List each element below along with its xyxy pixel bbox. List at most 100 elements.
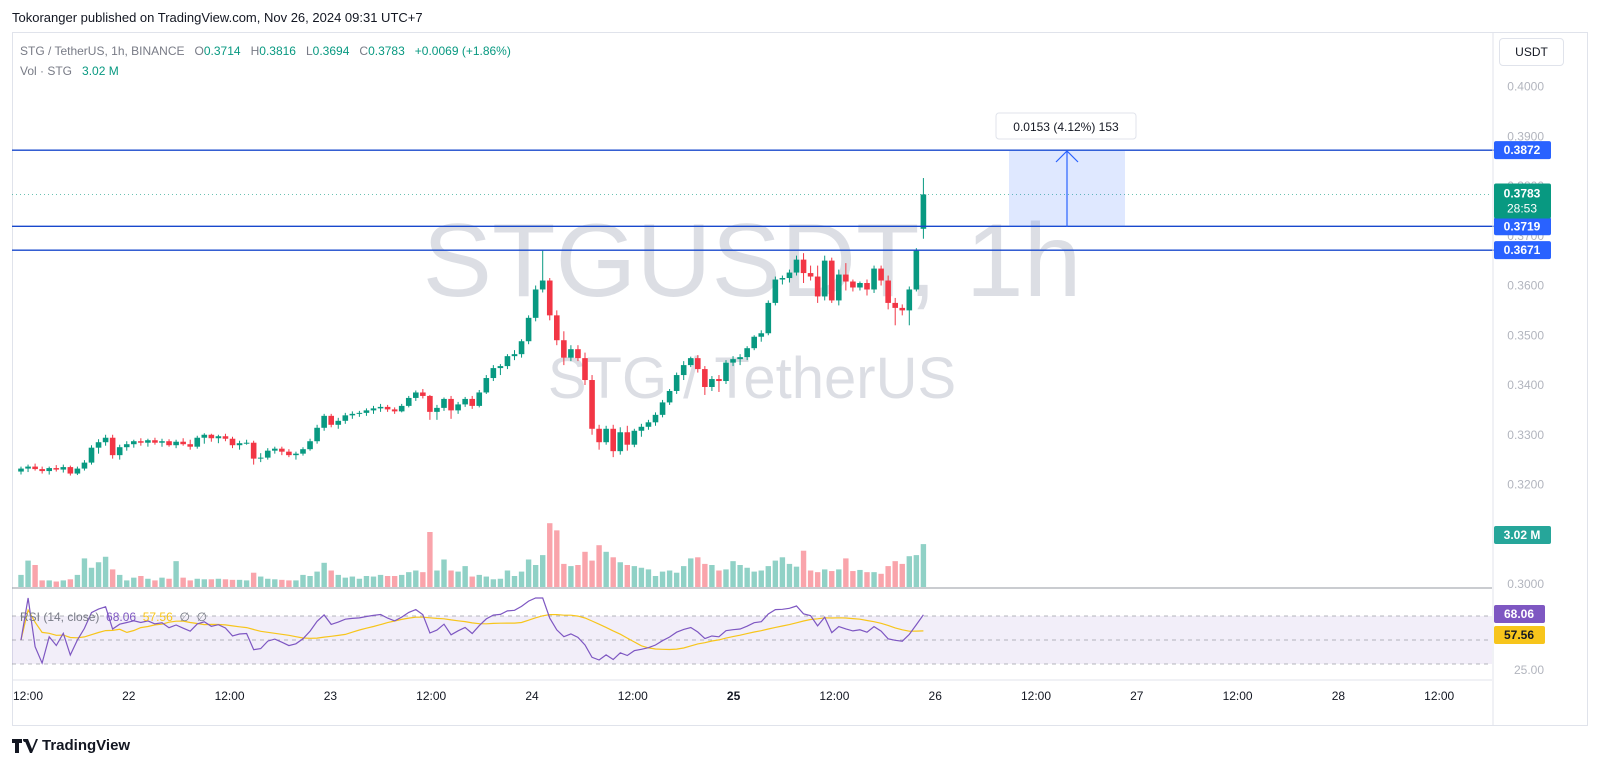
candle-body <box>885 280 891 303</box>
volume-bar <box>582 551 588 587</box>
candle-body <box>532 289 539 318</box>
candle-body <box>800 259 807 274</box>
volume-bar <box>95 562 102 587</box>
volume-bar <box>335 574 341 587</box>
candle-body <box>871 268 877 290</box>
candle-body <box>828 260 835 301</box>
time-tick: 24 <box>525 689 539 703</box>
volume-bar <box>659 571 666 587</box>
measure-arrow-head <box>1055 150 1079 163</box>
volume-bar <box>850 571 856 587</box>
volume-bar <box>145 578 151 587</box>
candle-body <box>60 467 67 470</box>
volume-bar <box>18 574 24 587</box>
candle-body <box>145 440 151 443</box>
price-tick: 0.3300 <box>1507 428 1544 442</box>
volume-bar <box>695 557 701 587</box>
candle-body <box>342 415 349 421</box>
candle-body <box>843 274 849 282</box>
time-tick: 22 <box>122 689 136 703</box>
volume-value: 3.02 M <box>82 64 119 78</box>
volume-bar <box>39 580 45 587</box>
candle-body <box>307 441 313 450</box>
volume-bar <box>751 571 757 587</box>
candles <box>12 178 1492 476</box>
volume-bar <box>265 578 271 587</box>
volume-bar <box>117 574 123 587</box>
tradingview-logo[interactable]: TradingView <box>12 737 130 754</box>
volume-bar <box>878 573 884 587</box>
candle-body <box>384 406 391 410</box>
candle-body <box>546 280 553 316</box>
candle-body <box>702 369 708 387</box>
price-tick: 0.3900 <box>1507 129 1544 143</box>
rsi-legend: RSI (14, close) 68.06 57.56 ∅ ∅ <box>20 610 207 624</box>
candle-body <box>695 358 701 370</box>
time-tick: 12:00 <box>13 689 43 703</box>
candle-body <box>737 357 743 360</box>
volume-bar <box>370 576 377 587</box>
measure-label: 0.0153 (4.12%) 153 <box>1013 120 1119 134</box>
volume-bar <box>483 576 489 587</box>
candle-body <box>617 432 624 452</box>
candle-body <box>807 273 814 277</box>
candle-body <box>391 409 398 412</box>
volume-bar <box>864 572 870 587</box>
candle-body <box>497 366 504 369</box>
candle-body <box>166 441 172 446</box>
volume-bar <box>561 563 567 587</box>
time-tick: 12:00 <box>1021 689 1051 703</box>
volume-bar <box>258 576 264 587</box>
candle-body <box>293 453 299 456</box>
candle-body <box>173 441 179 446</box>
candle-body <box>687 358 694 366</box>
candle-body <box>53 468 60 470</box>
volume-bar <box>448 570 454 587</box>
last-price-tag <box>1494 183 1551 219</box>
candle-body <box>286 451 292 456</box>
candle-body <box>81 462 88 469</box>
time-axis[interactable]: 12:00 22 12:00 23 12:00 24 12:00 25 12:00 26 12:00… <box>12 679 1492 703</box>
price-axis[interactable]: 0.40000.39000.38000.37000.36000.35000.34… <box>1492 33 1551 725</box>
close-value: 0.3783 <box>368 44 405 58</box>
candle-body <box>18 468 24 472</box>
candle-body <box>511 354 518 357</box>
volume-bar <box>786 563 793 587</box>
candle-body <box>279 448 285 452</box>
volume-bar <box>793 566 800 587</box>
currency-button[interactable]: USDT <box>1499 38 1564 66</box>
candle-body <box>25 466 31 469</box>
candle-body <box>850 281 856 288</box>
candle-body <box>441 398 447 408</box>
candle-body <box>899 307 906 311</box>
volume-bar <box>681 566 687 587</box>
brand-name: TradingView <box>42 737 131 754</box>
candle-body <box>680 365 687 376</box>
volume-bar <box>709 565 715 587</box>
volume-bar <box>32 565 38 587</box>
time-tick: 12:00 <box>618 689 648 703</box>
volume-bar <box>469 576 475 587</box>
rsi-ma-tag <box>1494 626 1545 644</box>
tradingview-logo-icon <box>12 738 38 753</box>
price-tick: 0.3400 <box>1507 378 1544 392</box>
candle-body <box>518 341 525 355</box>
candle-body <box>821 260 828 297</box>
measure-tool[interactable]: 0.0153 (4.12%) 153 <box>995 112 1137 227</box>
candle-body <box>786 272 793 279</box>
countdown-label: 28:53 <box>1507 201 1537 215</box>
candle-body <box>159 441 165 443</box>
volume-tag-label: 3.02 M <box>1504 528 1541 542</box>
volume-bar <box>46 580 52 587</box>
low-label: L <box>305 44 313 58</box>
candle-body <box>906 289 913 311</box>
volume-bar <box>441 559 447 587</box>
volume-bar <box>913 555 920 587</box>
volume-bar <box>222 579 229 587</box>
horizontal-lines[interactable] <box>12 149 1494 251</box>
volume-bar <box>737 565 743 587</box>
candle-body <box>582 358 588 381</box>
volume-bar <box>286 580 292 587</box>
volume-bar <box>215 578 222 587</box>
